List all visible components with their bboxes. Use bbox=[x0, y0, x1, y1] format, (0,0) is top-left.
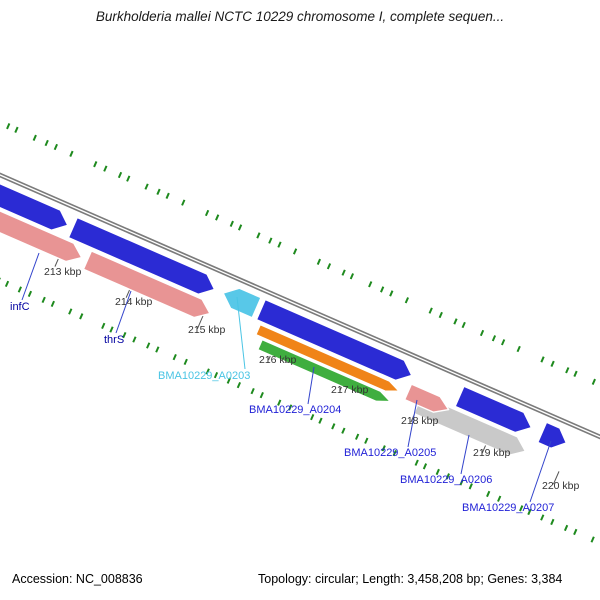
page-title: Burkholderia mallei NCTC 10229 chromosom… bbox=[95, 9, 505, 24]
gene-arrow[interactable] bbox=[257, 338, 393, 407]
gene-arrow[interactable] bbox=[0, 176, 72, 236]
gene-label-a0204[interactable]: BMA10229_A0204 bbox=[249, 404, 342, 416]
gene-arrow[interactable] bbox=[454, 385, 536, 438]
ruler-tick bbox=[196, 315, 204, 329]
leader-a0205 bbox=[407, 399, 418, 448]
gene-label-a0203[interactable]: BMA10229_A0203 bbox=[158, 370, 251, 382]
leader-infC bbox=[21, 252, 40, 301]
genome-track bbox=[0, 112, 600, 543]
ruler-tick bbox=[552, 471, 560, 485]
gene-label-a0206[interactable]: BMA10229_A0206 bbox=[400, 474, 493, 486]
gene-arrows bbox=[0, 176, 571, 456]
ruler-label-217: 217 kbp bbox=[331, 384, 369, 396]
label-leader-lines bbox=[21, 252, 552, 503]
gene-label-a0207[interactable]: BMA10229_A0207 bbox=[462, 502, 555, 514]
ruler-label-219: 219 kbp bbox=[473, 447, 511, 459]
gene-arrow[interactable] bbox=[67, 216, 219, 299]
chromosome-backbone-center bbox=[0, 162, 600, 452]
gene-BMA10229_A0203[interactable] bbox=[219, 283, 262, 319]
ruler-label-216: 216 kbp bbox=[259, 354, 297, 366]
ruler-label-218: 218 kbp bbox=[401, 415, 439, 427]
leader-a0206 bbox=[460, 434, 470, 475]
leader-a0204 bbox=[307, 366, 315, 405]
ruler-label-213: 213 kbp bbox=[44, 266, 82, 278]
gene-label-thrS[interactable]: thrS bbox=[104, 334, 125, 346]
gene-BMA10229_A0207[interactable] bbox=[537, 421, 571, 453]
leader-a0203 bbox=[236, 296, 246, 370]
gene-thrS[interactable] bbox=[82, 250, 213, 323]
gene-label-a0205[interactable]: BMA10229_A0205 bbox=[344, 447, 437, 459]
ruler-label-220: 220 kbp bbox=[542, 480, 580, 492]
gene-infC[interactable] bbox=[0, 198, 86, 267]
leader-thrS bbox=[115, 290, 132, 334]
ruler-label-214: 214 kbp bbox=[115, 296, 153, 308]
ruler-label-215: 215 kbp bbox=[188, 324, 226, 336]
gene-arrow[interactable] bbox=[255, 298, 416, 386]
accession-text: Accession: NC_008836 bbox=[12, 572, 143, 586]
gene-BMA10229_A0204[interactable] bbox=[255, 323, 401, 397]
topology-text: Topology: circular; Length: 3,458,208 bp… bbox=[258, 572, 563, 586]
gene-BMA10229_A0205[interactable] bbox=[403, 383, 452, 417]
leader-a0207 bbox=[529, 440, 552, 503]
gene-label-infC[interactable]: infC bbox=[10, 301, 30, 313]
